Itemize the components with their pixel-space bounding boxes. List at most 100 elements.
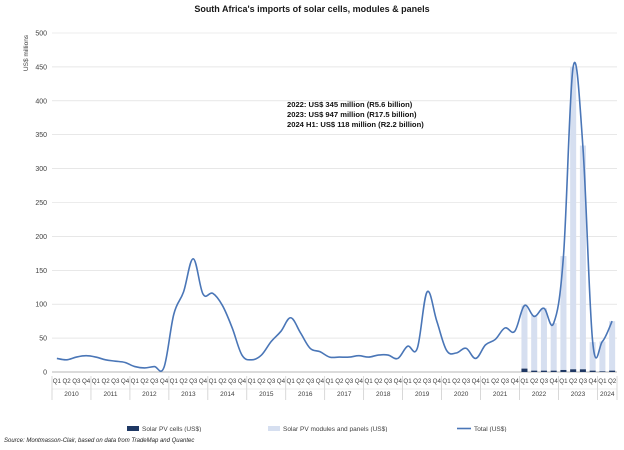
x-tick-label-q43: Q4	[472, 378, 481, 385]
y-axis-title: US$ millions	[23, 34, 30, 71]
x-tick-label-q36: Q1	[403, 378, 412, 385]
series-line-total	[56, 61, 613, 372]
x-tick-label-q46: Q3	[501, 378, 510, 385]
bar-modules-q56	[599, 341, 606, 372]
x-tick-label-q25: Q2	[296, 378, 305, 385]
x-tick-label-q22: Q3	[267, 378, 276, 385]
x-tick-label-q26: Q3	[306, 378, 315, 385]
x-tick-label-q39: Q4	[433, 378, 442, 385]
year-label-2019: 2019	[415, 391, 430, 398]
bar-modules-q51	[550, 323, 557, 371]
source-note: Source: Montmasson-Clair, based on data …	[4, 438, 195, 444]
x-tick-label-q3: Q4	[82, 378, 91, 385]
bar-cells-q49	[531, 370, 538, 372]
bar-modules-q57	[609, 321, 616, 371]
x-tick-label-q49: Q2	[530, 378, 539, 385]
bar-cells-q48	[521, 368, 528, 372]
year-label-2021: 2021	[493, 391, 508, 398]
x-tick-label-q50: Q3	[540, 378, 549, 385]
x-tick-label-q48: Q1	[520, 378, 529, 385]
bar-cells-q52	[560, 369, 567, 372]
year-label-2013: 2013	[181, 391, 196, 398]
annotation-line-2024: 2024 H1: US$ 118 million (R2.2 billion)	[287, 120, 424, 129]
x-tick-label-q15: Q4	[199, 378, 208, 385]
x-tick-label-q44: Q1	[481, 378, 490, 385]
bar-modules-q50	[540, 308, 547, 371]
x-tick-label-q31: Q4	[355, 378, 364, 385]
year-label-2014: 2014	[220, 391, 235, 398]
year-label-2023: 2023	[571, 391, 586, 398]
x-tick-label-q24: Q1	[287, 378, 296, 385]
x-tick-label-q57: Q2	[608, 378, 617, 385]
y-tick-label-50: 50	[39, 336, 47, 343]
bar-cells-q51	[550, 370, 557, 372]
x-tick-label-q38: Q3	[423, 378, 432, 385]
x-tick-label-q45: Q2	[491, 378, 500, 385]
x-tick-label-q55: Q4	[589, 378, 598, 385]
x-tick-label-q4: Q1	[92, 378, 101, 385]
x-tick-label-q54: Q3	[579, 378, 588, 385]
legend-label-cells: Solar PV cells (US$)	[142, 426, 201, 432]
bar-cells-q57	[609, 370, 616, 372]
x-tick-label-q35: Q4	[394, 378, 403, 385]
annotation-line-2022: 2022: US$ 345 million (R5.6 billion)	[287, 100, 413, 109]
x-tick-label-q0: Q1	[53, 378, 62, 385]
x-tick-label-q14: Q3	[189, 378, 198, 385]
x-tick-label-q52: Q1	[559, 378, 568, 385]
y-tick-label-400: 400	[35, 98, 47, 105]
x-tick-label-q56: Q1	[598, 378, 607, 385]
bar-modules-q55	[589, 342, 596, 371]
x-tick-label-q37: Q2	[413, 378, 422, 385]
legend-label-total: Total (US$)	[474, 426, 507, 432]
x-tick-label-q47: Q4	[511, 378, 520, 385]
x-tick-label-q41: Q2	[452, 378, 461, 385]
x-tick-label-q30: Q3	[345, 378, 354, 385]
year-label-2015: 2015	[259, 391, 274, 398]
x-tick-label-q53: Q2	[569, 378, 578, 385]
x-tick-label-q5: Q2	[101, 378, 110, 385]
legend-label-modules: Solar PV modules and panels (US$)	[283, 426, 387, 432]
x-tick-label-q21: Q2	[257, 378, 266, 385]
year-label-2016: 2016	[298, 391, 313, 398]
x-tick-label-q27: Q4	[316, 378, 325, 385]
x-tick-label-q9: Q2	[140, 378, 149, 385]
year-label-2018: 2018	[376, 391, 391, 398]
x-tick-label-q2: Q3	[72, 378, 81, 385]
year-label-2010: 2010	[64, 391, 79, 398]
x-tick-label-q40: Q1	[442, 378, 451, 385]
y-tick-label-200: 200	[35, 234, 47, 241]
x-tick-label-q16: Q1	[209, 378, 218, 385]
x-tick-label-q32: Q1	[364, 378, 373, 385]
x-tick-label-q23: Q4	[277, 378, 286, 385]
x-tick-label-q8: Q1	[131, 378, 140, 385]
chart-canvas: 0 50 100 150 200 250 300 350 400 450 500 US$ millio…	[23, 31, 618, 432]
year-label-2020: 2020	[454, 391, 469, 398]
x-tick-label-q28: Q1	[325, 378, 334, 385]
bar-cells-q54	[579, 369, 586, 372]
bar-modules-q48	[521, 305, 528, 369]
bar-cells-q50	[540, 370, 547, 372]
x-tick-label-q1: Q2	[62, 378, 71, 385]
bar-cells-q53	[570, 369, 577, 372]
y-tick-label-350: 350	[35, 132, 47, 139]
y-tick-label-0: 0	[43, 370, 47, 377]
y-tick-label-450: 450	[35, 64, 47, 71]
x-tick-label-q11: Q4	[160, 378, 169, 385]
x-tick-label-q34: Q3	[384, 378, 393, 385]
bar-modules-q53	[570, 66, 577, 370]
bar-modules-q49	[531, 315, 538, 371]
chart-title: South Africa's imports of solar cells, m…	[194, 4, 430, 14]
x-tick-label-q19: Q4	[238, 378, 247, 385]
year-label-2017: 2017	[337, 391, 352, 398]
year-label-2022: 2022	[532, 391, 547, 398]
x-tick-label-q17: Q2	[218, 378, 227, 385]
legend-swatch-cells	[127, 426, 139, 431]
x-tick-label-q10: Q3	[150, 378, 159, 385]
y-tick-label-100: 100	[35, 302, 47, 309]
annotation-line-2023: 2023: US$ 947 million (R17.5 billion)	[287, 110, 417, 119]
x-tick-label-q13: Q2	[179, 378, 188, 385]
annotation-box: 2022: US$ 345 million (R5.6 billion) 202…	[287, 100, 424, 130]
x-tick-label-q20: Q1	[248, 378, 257, 385]
bar-modules-q54	[579, 145, 586, 370]
